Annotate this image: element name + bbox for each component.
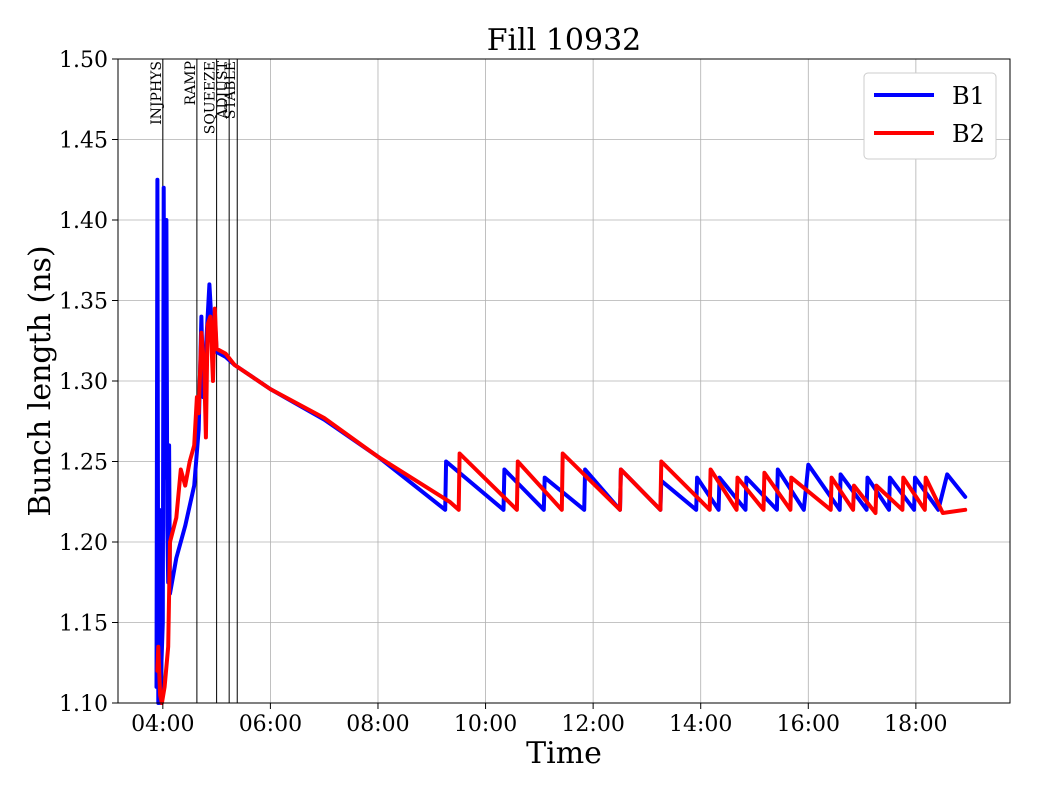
axis-ticks: 04:00 06:00 08:00 10:00 12:00 14:00 16:00 18:00… — [59, 48, 948, 737]
phase-label-injphys: INJPHYS — [149, 61, 165, 125]
y-tick-label: 1.40 — [59, 209, 108, 234]
y-axis-label: Bunch length (ns) — [23, 245, 58, 516]
y-tick-label: 1.10 — [59, 692, 108, 717]
x-tick-label: 06:00 — [239, 712, 302, 737]
phase-label-stable: STABLE — [223, 61, 239, 119]
x-tick-label: 12:00 — [561, 712, 624, 737]
legend: B1 B2 — [863, 72, 997, 160]
legend-label-b1: B1 — [952, 82, 985, 110]
y-tick-label: 1.20 — [59, 531, 108, 556]
y-tick-label: 1.15 — [59, 612, 108, 637]
x-tick-label: 08:00 — [346, 712, 409, 737]
phase-label-adjust: ADJUST — [215, 60, 231, 119]
x-tick-label: 10:00 — [454, 712, 517, 737]
x-tick-label: 16:00 — [777, 712, 840, 737]
legend-label-b2: B2 — [952, 120, 985, 148]
series-lines — [154, 177, 968, 705]
x-axis-label: Time — [526, 736, 602, 771]
y-tick-label: 1.25 — [59, 451, 108, 476]
y-tick-label: 1.50 — [59, 48, 108, 73]
series-line-b2 — [155, 306, 968, 705]
x-tick-label: 04:00 — [131, 712, 194, 737]
y-tick-label: 1.45 — [59, 129, 108, 154]
phase-label-ramp: RAMP — [183, 61, 199, 105]
phase-label-squeeze: SQUEEZE — [203, 61, 219, 134]
x-tick-label: 14:00 — [669, 712, 732, 737]
y-tick-label: 1.30 — [59, 370, 108, 395]
chart-title: Fill 10932 — [487, 23, 642, 58]
series-line-b1 — [154, 177, 968, 705]
y-tick-label: 1.35 — [59, 290, 108, 315]
x-tick-label: 18:00 — [884, 712, 947, 737]
